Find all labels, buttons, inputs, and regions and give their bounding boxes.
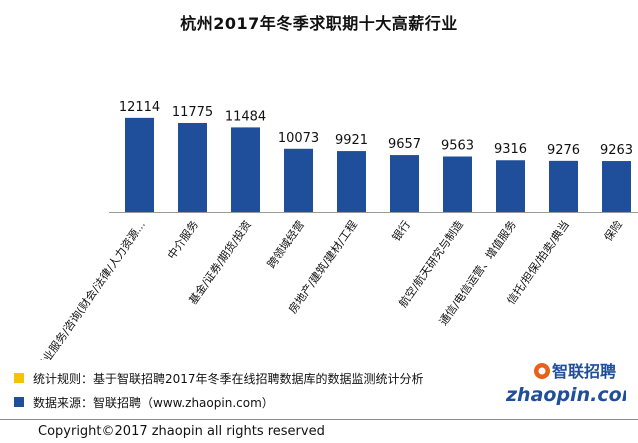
zhaopin-logo: 智联招聘 zhaopin.com xyxy=(505,362,626,406)
legend-rule-swatch xyxy=(14,373,24,383)
bar xyxy=(284,148,313,212)
logo-brand-cn: 智联招聘 xyxy=(552,362,616,381)
bar xyxy=(443,156,472,212)
bar xyxy=(549,160,578,212)
bar xyxy=(602,161,631,212)
legend-source: 数据来源：智联招聘（www.zhaopin.com） xyxy=(14,394,274,410)
data-label: 9263 xyxy=(600,143,633,158)
data-label: 9563 xyxy=(441,139,474,154)
category-tick-label: 专业服务/咨询(财会/法律/人力资源... xyxy=(33,218,148,360)
bar xyxy=(337,151,366,212)
legend-rule: 统计规则：基于智联招聘2017年冬季在线招聘数据库的数据监测统计分析 xyxy=(14,370,424,386)
page-title: 杭州2017年冬季求职期十大高薪行业 xyxy=(180,14,458,33)
category-tick-label: 保险 xyxy=(601,218,625,244)
legend-source-label: 数据来源：智联招聘（www.zhaopin.com） xyxy=(33,395,274,410)
data-label: 12114 xyxy=(119,100,160,115)
category-tick-label: 中介服务 xyxy=(165,218,201,261)
bar-chart: 12114 专业服务/咨询(财会/法律/人力资源... 11775 中介服务 11484… xyxy=(33,100,638,360)
bar xyxy=(390,155,419,212)
data-label: 10073 xyxy=(278,131,319,146)
logo-brand-en: zhaopin.com xyxy=(505,384,626,406)
bar xyxy=(231,127,260,212)
category-tick-label: 跨领域经营 xyxy=(264,218,307,271)
data-label: 9657 xyxy=(388,137,421,152)
bar xyxy=(178,122,207,212)
data-label: 11775 xyxy=(172,105,213,120)
copyright-footer: Copyright©2017 zhaopin all rights reserv… xyxy=(0,419,638,442)
data-label: 11484 xyxy=(225,109,266,124)
data-label: 9316 xyxy=(494,142,527,157)
category-tick-label: 银行 xyxy=(389,218,413,244)
data-label: 9276 xyxy=(547,143,580,158)
legend-rule-label: 统计规则：基于智联招聘2017年冬季在线招聘数据库的数据监测统计分析 xyxy=(33,371,424,386)
legend-source-swatch xyxy=(14,397,24,407)
data-label: 9921 xyxy=(335,133,368,148)
bar xyxy=(125,117,154,212)
bar xyxy=(496,160,525,212)
